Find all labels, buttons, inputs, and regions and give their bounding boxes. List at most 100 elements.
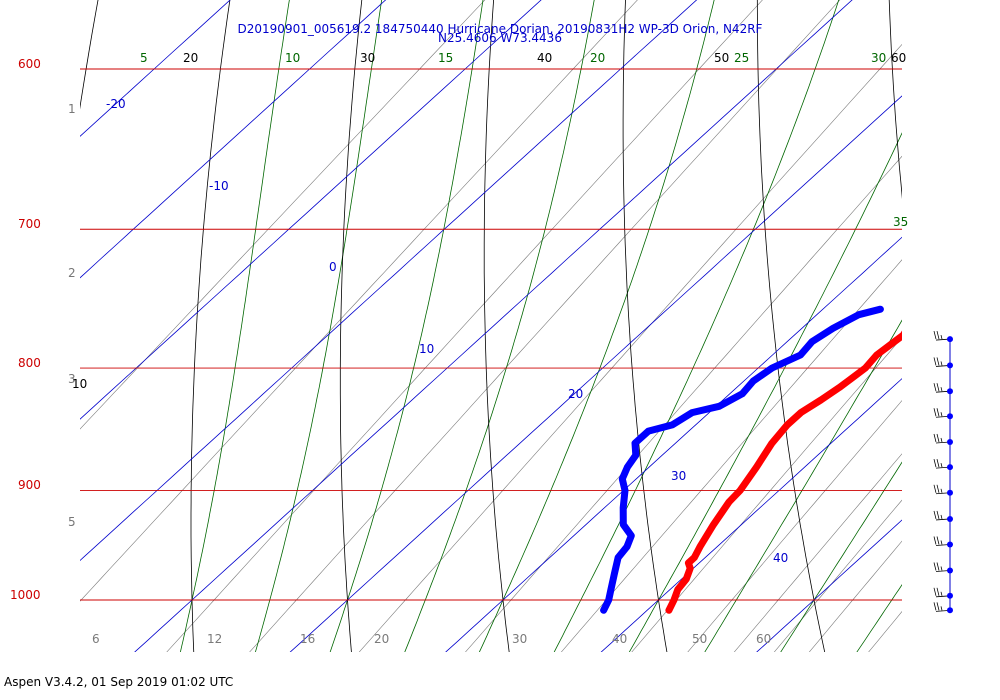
- temperature-point: [696, 543, 704, 550]
- isobar-label-600: 600: [18, 57, 41, 71]
- wind-barb-flag: [936, 484, 940, 493]
- moist-adiabat-line: [553, 0, 840, 652]
- dry-adiabat-label-10: 10: [72, 377, 87, 391]
- temperature-point: [862, 364, 869, 372]
- temperature-point: [753, 463, 760, 471]
- dewpoint-point: [623, 543, 631, 550]
- chart-title: D20190901_005619.2 184750440 Hurricane D…: [237, 22, 763, 36]
- dewpoint-point: [739, 390, 746, 397]
- dewpoint-point: [688, 409, 696, 416]
- dewpoint-point: [611, 570, 618, 577]
- wind-barb-half: [940, 540, 943, 545]
- dewpoint-point: [631, 440, 639, 447]
- mixing-ratio-label-16: 16: [300, 632, 315, 646]
- wind-barb-flag: [936, 330, 940, 340]
- moist-adiabat-line: [255, 0, 383, 652]
- wind-barb-flag: [936, 408, 940, 417]
- moist-adiabat-line: [404, 0, 595, 652]
- temperature-point: [932, 306, 938, 312]
- mixing-ratio-line: [249, 0, 841, 652]
- wind-barb-flag: [933, 510, 937, 520]
- moist-adiabat-label-30: 30: [871, 51, 886, 65]
- wind-point: [947, 388, 953, 395]
- moist-adiabat-line: [628, 132, 902, 652]
- wind-barb-half: [940, 566, 943, 571]
- mixing-ratio-line: [906, 0, 1000, 680]
- dewpoint-point: [628, 532, 635, 539]
- dewpoint-trace-line: [600, 305, 884, 614]
- temperature-point: [674, 586, 681, 593]
- mixing-ratio-label-60: 60: [756, 632, 771, 646]
- wind-point: [947, 464, 953, 471]
- wind-barb-flag: [933, 408, 937, 417]
- wind-point: [947, 607, 953, 614]
- dewpoint-point: [877, 306, 884, 313]
- isotherm-label-40: 40: [773, 551, 788, 565]
- wind-barb-half: [940, 463, 943, 468]
- wind-point: [947, 516, 953, 522]
- mixing-ratio-line: [631, 337, 902, 652]
- wind-barb-half: [940, 437, 943, 443]
- temperature-trace: [665, 306, 938, 614]
- dewpoint-point: [605, 596, 612, 604]
- moist-adiabat-label-20: 20: [590, 51, 605, 65]
- dewpoint-point: [621, 487, 629, 494]
- wind-point: [947, 541, 953, 548]
- temperature-point: [900, 332, 902, 338]
- moist-adiabat-line: [478, 0, 715, 652]
- dry-adiabat-label-40: 40: [537, 51, 552, 65]
- dewpoint-point: [808, 338, 816, 345]
- wind-barb-flag: [933, 562, 937, 571]
- dewpoint-point: [716, 403, 723, 410]
- dewpoint-point: [645, 427, 652, 435]
- moist-adiabat-line: [704, 319, 902, 652]
- isotherm-line: [756, 519, 902, 652]
- isotherm-line: [134, 0, 853, 652]
- moist-adiabat-label-5: 5: [140, 51, 148, 65]
- mixing-ratio-line: [687, 400, 902, 652]
- dry-adiabat-line: [888, 0, 902, 200]
- moist-adiabat-label-25: 25: [734, 51, 749, 65]
- wind-point: [947, 567, 953, 574]
- wind-barb-half: [940, 412, 943, 417]
- dry-adiabat-label-30: 30: [360, 51, 375, 65]
- dry-adiabat-line: [339, 0, 363, 652]
- mixing-ratio-line: [808, 540, 902, 652]
- mixing-ratio-line: [956, 0, 1000, 680]
- dry-adiabats: [80, 0, 902, 652]
- mixing-ratio-line: [868, 611, 902, 652]
- temperature-point: [665, 607, 673, 614]
- dry-adiabat-label-20: 20: [183, 51, 198, 65]
- wind-barb-flag: [936, 536, 940, 545]
- mixing-ratio-label-6: 6: [92, 632, 100, 646]
- left-scale-label-2: 2: [68, 266, 76, 280]
- mixing-ratio-label-30: 30: [512, 632, 527, 646]
- wind-point: [947, 336, 953, 343]
- dewpoint-trace: [600, 305, 884, 614]
- axis-labels: 600 700 800 900 1000 1 2 3 5 -20 -10 0 1…: [10, 51, 908, 646]
- isotherm-label-0: 0: [329, 260, 337, 274]
- dewpoint-point: [607, 586, 615, 593]
- mixing-ratio-line: [80, 0, 638, 602]
- wind-barb-flag: [933, 459, 937, 468]
- mixing-ratio-lines: [80, 0, 1000, 680]
- dewpoint-point: [632, 452, 639, 459]
- moist-adiabat-label-10: 10: [285, 51, 300, 65]
- software-footer: Aspen V3.4.2, 01 Sep 2019 01:02 UTC: [4, 675, 234, 689]
- wind-barb-half: [940, 606, 943, 611]
- wind-point: [947, 413, 953, 420]
- isotherm-label-30: 30: [671, 469, 686, 483]
- isobar-label-900: 900: [18, 478, 41, 492]
- mixing-ratio-label-40: 40: [612, 632, 627, 646]
- left-scale-label-3: 3: [68, 372, 76, 386]
- mixing-ratio-line: [773, 499, 902, 652]
- temperature-point: [685, 559, 692, 567]
- temperature-point: [904, 325, 910, 331]
- wind-barb-flag: [936, 459, 940, 468]
- isotherm-line: [0, 0, 78, 680]
- dewpoint-point: [829, 325, 837, 332]
- dry-adiabat-line: [622, 0, 668, 652]
- isotherm-label-20: 20: [568, 387, 583, 401]
- wind-barb-flag: [933, 587, 937, 596]
